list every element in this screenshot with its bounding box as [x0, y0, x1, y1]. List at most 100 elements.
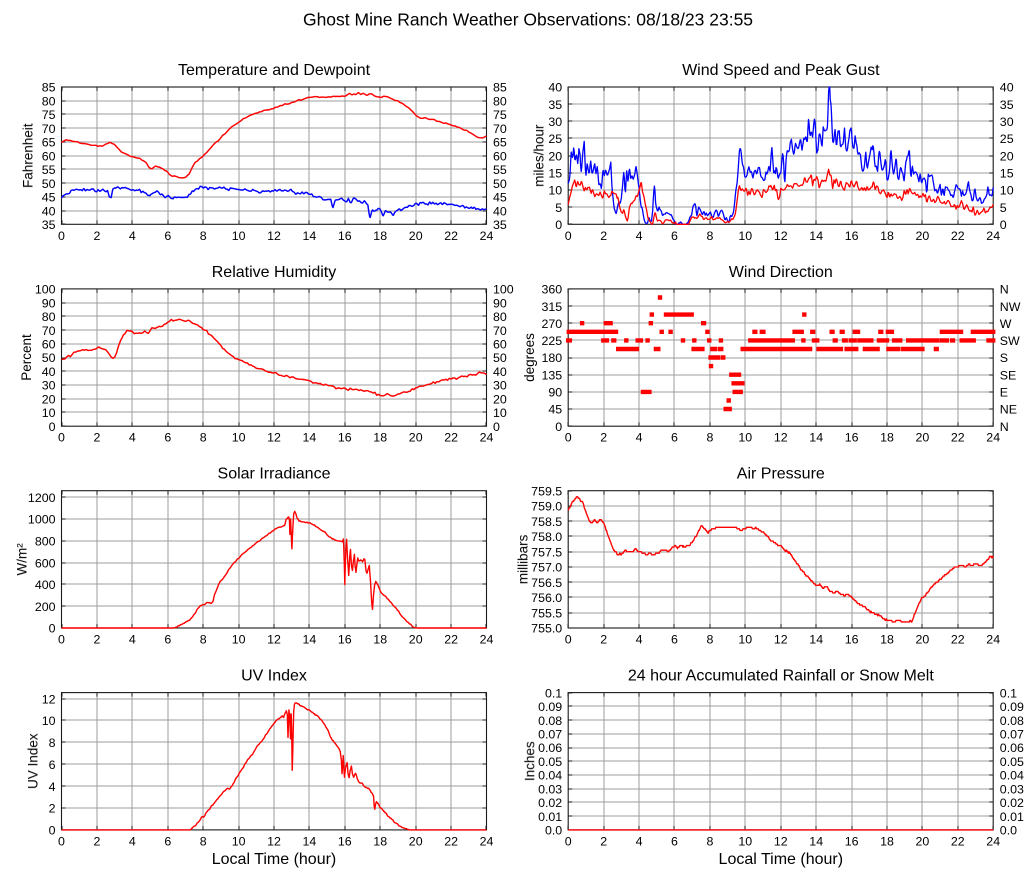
svg-text:758.5: 758.5 — [531, 515, 562, 529]
svg-text:50: 50 — [42, 351, 56, 365]
svg-text:40: 40 — [42, 365, 56, 379]
svg-text:24: 24 — [986, 431, 1000, 445]
svg-text:10: 10 — [232, 431, 246, 445]
svg-text:4: 4 — [129, 229, 136, 243]
svg-text:22: 22 — [951, 229, 965, 243]
svg-text:12: 12 — [42, 692, 56, 706]
svg-text:15: 15 — [548, 167, 562, 181]
svg-text:0.0: 0.0 — [1000, 824, 1017, 838]
svg-text:757.5: 757.5 — [531, 545, 562, 559]
svg-text:Temperature and Dewpoint: Temperature and Dewpoint — [178, 62, 371, 79]
svg-text:8: 8 — [200, 431, 207, 445]
svg-text:40: 40 — [42, 204, 56, 218]
svg-text:0.09: 0.09 — [538, 700, 562, 714]
svg-text:14: 14 — [303, 431, 317, 445]
svg-text:20: 20 — [409, 633, 423, 647]
svg-text:45: 45 — [548, 403, 562, 417]
svg-text:12: 12 — [267, 229, 281, 243]
svg-text:12: 12 — [267, 633, 281, 647]
svg-text:90: 90 — [548, 386, 562, 400]
svg-text:20: 20 — [916, 431, 930, 445]
svg-text:90: 90 — [493, 296, 507, 310]
svg-text:16: 16 — [338, 834, 352, 848]
svg-text:0: 0 — [58, 834, 65, 848]
svg-text:18: 18 — [880, 834, 894, 848]
svg-text:Percent: Percent — [19, 334, 34, 381]
svg-text:20: 20 — [409, 834, 423, 848]
svg-text:1000: 1000 — [28, 513, 56, 527]
svg-text:10: 10 — [738, 834, 752, 848]
svg-text:16: 16 — [338, 633, 352, 647]
svg-text:8: 8 — [706, 431, 713, 445]
svg-text:2: 2 — [600, 229, 607, 243]
svg-text:Local Time (hour): Local Time (hour) — [212, 851, 337, 868]
svg-text:4: 4 — [636, 834, 643, 848]
svg-text:UV Index: UV Index — [26, 733, 41, 789]
svg-text:2: 2 — [93, 834, 100, 848]
svg-text:2: 2 — [600, 431, 607, 445]
svg-text:NE: NE — [1000, 403, 1017, 417]
svg-text:65: 65 — [42, 136, 56, 150]
svg-text:55: 55 — [42, 163, 56, 177]
svg-text:40: 40 — [493, 204, 507, 218]
svg-text:70: 70 — [42, 324, 56, 338]
svg-text:Local Time (hour): Local Time (hour) — [719, 851, 844, 868]
svg-text:5: 5 — [1000, 201, 1007, 215]
svg-text:18: 18 — [880, 431, 894, 445]
svg-text:2: 2 — [93, 229, 100, 243]
svg-text:4: 4 — [636, 229, 643, 243]
svg-text:0.04: 0.04 — [538, 769, 562, 783]
svg-text:758.0: 758.0 — [531, 530, 562, 544]
svg-text:N: N — [1000, 283, 1009, 297]
svg-text:20: 20 — [493, 392, 507, 406]
svg-text:6: 6 — [671, 633, 678, 647]
svg-text:18: 18 — [373, 229, 387, 243]
svg-text:Inches: Inches — [522, 741, 537, 781]
svg-text:22: 22 — [444, 633, 458, 647]
svg-text:50: 50 — [493, 177, 507, 191]
svg-text:10: 10 — [42, 714, 56, 728]
svg-text:60: 60 — [493, 149, 507, 163]
svg-text:75: 75 — [493, 108, 507, 122]
svg-text:Solar Irradiance: Solar Irradiance — [218, 466, 331, 483]
svg-text:225: 225 — [542, 334, 563, 348]
svg-text:4: 4 — [129, 431, 136, 445]
svg-text:70: 70 — [493, 122, 507, 136]
svg-text:20: 20 — [916, 633, 930, 647]
svg-text:6: 6 — [164, 229, 171, 243]
svg-text:14: 14 — [809, 431, 823, 445]
svg-text:0.06: 0.06 — [538, 741, 562, 755]
svg-text:6: 6 — [671, 431, 678, 445]
svg-text:35: 35 — [493, 218, 507, 232]
svg-text:40: 40 — [548, 81, 562, 95]
svg-text:0: 0 — [1000, 218, 1007, 232]
svg-text:755.0: 755.0 — [531, 622, 562, 636]
svg-text:degrees: degrees — [522, 333, 537, 382]
svg-text:14: 14 — [809, 229, 823, 243]
svg-text:12: 12 — [774, 229, 788, 243]
svg-text:2: 2 — [93, 431, 100, 445]
svg-text:0.08: 0.08 — [538, 714, 562, 728]
svg-text:100: 100 — [35, 283, 56, 297]
svg-text:5: 5 — [555, 201, 562, 215]
svg-text:SE: SE — [1000, 368, 1017, 382]
svg-text:12: 12 — [774, 633, 788, 647]
svg-text:8: 8 — [200, 229, 207, 243]
svg-text:25: 25 — [548, 132, 562, 146]
svg-text:135: 135 — [542, 368, 563, 382]
svg-text:14: 14 — [809, 834, 823, 848]
svg-text:800: 800 — [35, 535, 56, 549]
svg-text:0.09: 0.09 — [1000, 700, 1024, 714]
svg-text:50: 50 — [493, 351, 507, 365]
svg-text:40: 40 — [1000, 81, 1014, 95]
svg-text:8: 8 — [706, 834, 713, 848]
svg-text:16: 16 — [845, 633, 859, 647]
svg-text:10: 10 — [738, 431, 752, 445]
svg-text:16: 16 — [338, 431, 352, 445]
svg-text:100: 100 — [493, 283, 514, 297]
svg-text:20: 20 — [916, 229, 930, 243]
svg-text:8: 8 — [706, 633, 713, 647]
svg-text:6: 6 — [164, 834, 171, 848]
svg-text:14: 14 — [303, 834, 317, 848]
svg-text:N: N — [1000, 420, 1009, 434]
